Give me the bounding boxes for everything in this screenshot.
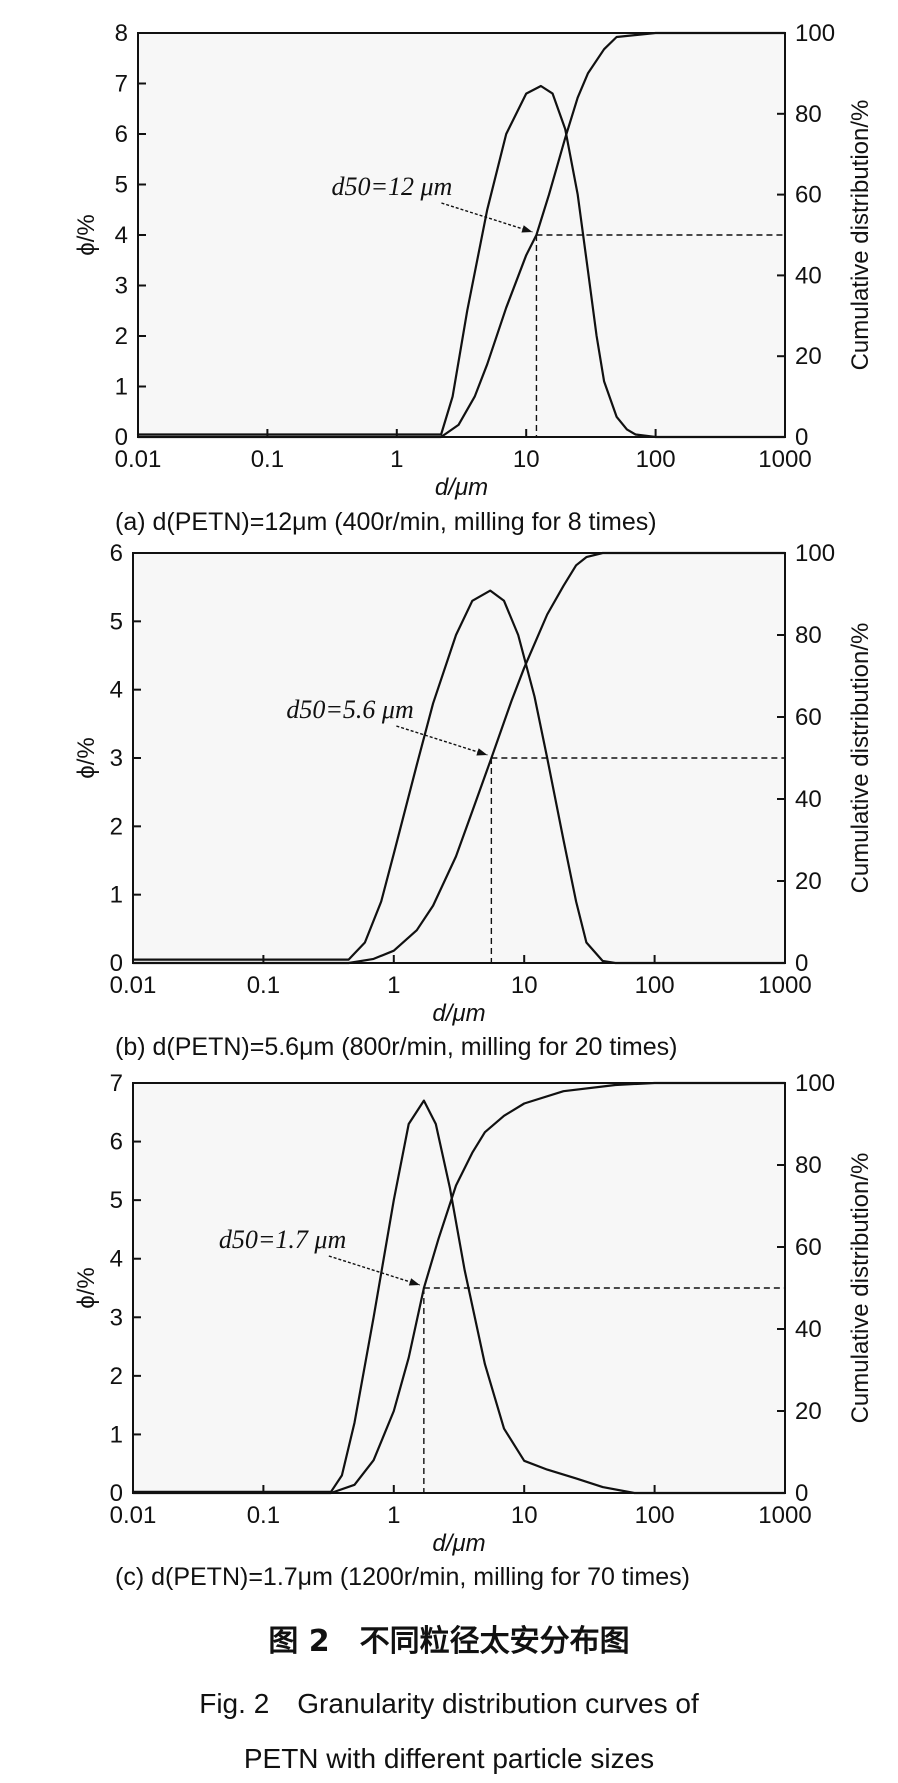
panel-c: 0.01 0.1 1 10 100 100001234567020406080100d/μ… bbox=[73, 1070, 874, 1591]
y-axis-title: ϕ/% bbox=[73, 1267, 100, 1308]
y2-tick-label: 100 bbox=[795, 20, 835, 47]
y2-axis-title: Cumulative distribution/% bbox=[847, 100, 874, 371]
figure-title-en-line1: Fig. 2 Granularity distribution curves o… bbox=[199, 1688, 699, 1719]
y2-tick-label: 60 bbox=[795, 704, 822, 731]
y-tick-label: 0 bbox=[110, 1480, 123, 1507]
y-tick-label: 8 bbox=[115, 20, 128, 47]
x-tick-label: 0.01 bbox=[115, 446, 162, 473]
x-tick-label: 0.1 bbox=[247, 1502, 280, 1529]
y-tick-label: 2 bbox=[115, 323, 128, 350]
y2-tick-label: 40 bbox=[795, 786, 822, 813]
x-tick-label: 100 bbox=[636, 446, 676, 473]
y2-tick-label: 100 bbox=[795, 1070, 835, 1097]
x-tick-label: 1 bbox=[387, 972, 400, 999]
x-axis-title: d/μm bbox=[432, 1000, 485, 1027]
x-tick-label: 10 bbox=[511, 1502, 538, 1529]
y2-tick-label: 0 bbox=[795, 950, 808, 977]
figure-title-en-line2: PETN with different particle sizes bbox=[244, 1743, 654, 1774]
y-tick-label: 4 bbox=[115, 222, 128, 249]
y-tick-label: 2 bbox=[110, 1363, 123, 1390]
y2-tick-label: 20 bbox=[795, 1398, 822, 1425]
y2-tick-label: 40 bbox=[795, 262, 822, 289]
x-axis-title: d/μm bbox=[432, 1530, 485, 1557]
panel-b: 0.01 0.1 1 10 100 10000123456020406080100d/μm… bbox=[73, 540, 874, 1061]
y-tick-label: 6 bbox=[110, 1129, 123, 1156]
y-tick-label: 6 bbox=[110, 540, 123, 567]
panel-a: 0.01 0.1 1 10 100 1000012345678020406080100d/… bbox=[73, 20, 874, 536]
d50-annotation: d50=12 μm bbox=[331, 172, 452, 201]
d50-arrow-line bbox=[396, 725, 488, 756]
x-tick-label: 10 bbox=[513, 446, 540, 473]
x-tick-label: 100 bbox=[635, 1502, 675, 1529]
x-tick-label: 1000 bbox=[758, 446, 811, 473]
x-tick-label: 0.1 bbox=[247, 972, 280, 999]
cumulative-curve bbox=[131, 1081, 787, 1495]
cumulative-curve bbox=[131, 551, 787, 965]
x-tick-label: 0.01 bbox=[110, 1502, 157, 1529]
x-tick-label: 1 bbox=[387, 1502, 400, 1529]
y-tick-label: 4 bbox=[110, 1246, 123, 1273]
y2-tick-label: 20 bbox=[795, 343, 822, 370]
d50-arrow-line bbox=[328, 1255, 421, 1286]
y2-tick-label: 80 bbox=[795, 101, 822, 128]
y2-tick-label: 80 bbox=[795, 1152, 822, 1179]
d50-annotation: d50=5.6 μm bbox=[286, 695, 413, 724]
d50-arrow-head bbox=[476, 748, 488, 756]
panel-caption: (b) d(PETN)=5.6μm (800r/min, milling for… bbox=[115, 1033, 677, 1061]
frequency-curve bbox=[131, 1099, 787, 1495]
d50-arrow-head bbox=[408, 1278, 420, 1286]
x-tick-label: 1000 bbox=[758, 1502, 811, 1529]
y-tick-label: 6 bbox=[115, 121, 128, 148]
y2-tick-label: 100 bbox=[795, 540, 835, 567]
y-tick-label: 7 bbox=[115, 71, 128, 98]
y-tick-label: 2 bbox=[110, 813, 123, 840]
x-tick-label: 0.01 bbox=[110, 972, 157, 999]
frequency-curve bbox=[131, 589, 787, 965]
cumulative-curve bbox=[136, 31, 787, 439]
x-tick-label: 1 bbox=[390, 446, 403, 473]
x-tick-label: 100 bbox=[635, 972, 675, 999]
d50-arrow-line bbox=[441, 202, 533, 233]
y2-tick-label: 60 bbox=[795, 1234, 822, 1261]
y-tick-label: 4 bbox=[110, 677, 123, 704]
y-axis-title: ϕ/% bbox=[73, 737, 100, 778]
frequency-curve bbox=[136, 84, 787, 439]
y-tick-label: 3 bbox=[110, 745, 123, 772]
y-tick-label: 1 bbox=[110, 1421, 123, 1448]
x-axis-title: d/μm bbox=[435, 474, 488, 501]
y-tick-label: 5 bbox=[110, 608, 123, 635]
y-tick-label: 1 bbox=[115, 374, 128, 401]
d50-annotation: d50=1.7 μm bbox=[219, 1225, 346, 1254]
y-tick-label: 0 bbox=[115, 424, 128, 451]
y-tick-label: 5 bbox=[115, 172, 128, 199]
y2-tick-label: 0 bbox=[795, 1480, 808, 1507]
x-tick-label: 10 bbox=[511, 972, 538, 999]
y2-tick-label: 20 bbox=[795, 868, 822, 895]
figure-title-cn: 图 2 不同粒径太安分布图 bbox=[268, 1624, 629, 1659]
panel-caption: (a) d(PETN)=12μm (400r/min, milling for … bbox=[115, 508, 657, 536]
y2-tick-label: 80 bbox=[795, 622, 822, 649]
y-tick-label: 3 bbox=[110, 1304, 123, 1331]
y2-tick-label: 40 bbox=[795, 1316, 822, 1343]
y2-axis-title: Cumulative distribution/% bbox=[847, 623, 874, 894]
x-tick-label: 0.1 bbox=[251, 446, 284, 473]
y-tick-label: 5 bbox=[110, 1187, 123, 1214]
panel-caption: (c) d(PETN)=1.7μm (1200r/min, milling fo… bbox=[115, 1563, 690, 1591]
y2-axis-title: Cumulative distribution/% bbox=[847, 1153, 874, 1424]
y-tick-label: 0 bbox=[110, 950, 123, 977]
y2-tick-label: 0 bbox=[795, 424, 808, 451]
y-tick-label: 1 bbox=[110, 882, 123, 909]
x-tick-label: 1000 bbox=[758, 972, 811, 999]
y-tick-label: 3 bbox=[115, 273, 128, 300]
y-axis-title: ϕ/% bbox=[73, 214, 100, 255]
y2-tick-label: 60 bbox=[795, 182, 822, 209]
y-tick-label: 7 bbox=[110, 1070, 123, 1097]
d50-arrow-head bbox=[521, 225, 533, 233]
